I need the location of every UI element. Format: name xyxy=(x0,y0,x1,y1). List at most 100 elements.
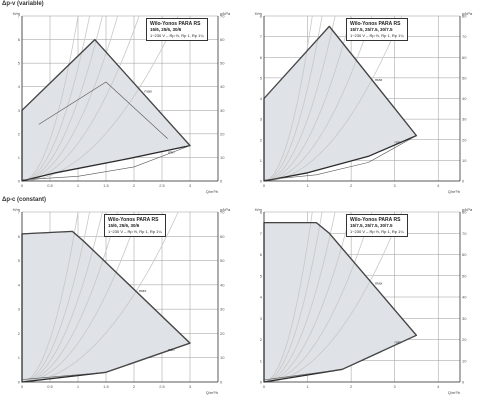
y2-tick-label: 50 xyxy=(220,61,225,66)
y-tick-label: 6 xyxy=(18,37,21,42)
y-tick-label: 5 xyxy=(260,273,263,278)
legend-note: 1~230 V – Rp ½, Rp 1, Rp 1¼ xyxy=(350,33,404,38)
y-tick-label: 6 xyxy=(260,252,263,257)
chart-legend-box: Wilo-Yonos PARA RS 15/6, 25/6, 30/6 1~23… xyxy=(104,214,166,237)
y2-tick-label: 40 xyxy=(462,295,467,300)
curve-label-max: max xyxy=(375,77,383,82)
speed-curve xyxy=(21,39,191,146)
x-tick-label: 0 xyxy=(263,183,266,188)
speed-curve xyxy=(264,222,417,336)
y2-tick-label: 60 xyxy=(462,252,467,257)
curve-label-min: min xyxy=(394,140,400,145)
legend-subtitle: 15/7.5, 25/7.5, 30/7.5 xyxy=(350,223,393,228)
x-tick-label: 2.5 xyxy=(159,384,165,389)
x-tick-label: 2 xyxy=(133,384,136,389)
x-axis-label: Q/m³/h xyxy=(448,189,460,194)
y-tick-label: 2 xyxy=(260,337,263,342)
x-tick-label: 4 xyxy=(437,384,440,389)
legend-subtitle: 15/6, 25/6, 30/6 xyxy=(108,223,140,228)
y-tick-label: 8 xyxy=(260,14,263,19)
y-tick-label: 7 xyxy=(18,14,21,19)
y2-tick-label: 0 xyxy=(220,380,223,385)
y2-tick-label: 30 xyxy=(220,307,225,312)
curve-label-min: min xyxy=(168,347,174,352)
curve-label-max: max xyxy=(139,288,147,293)
chart-panel-variable-6: max min 0 0.5 1 1.5 2 2.5 3 0 1 2 3 4 5 6 7 0 10 20 30 40 50 60… xyxy=(0,10,240,195)
x-tick-label: 1.5 xyxy=(103,183,109,188)
y2-axis-label: p/kPa xyxy=(220,11,231,16)
system-curve xyxy=(21,15,90,182)
y2-tick-label: 30 xyxy=(462,316,467,321)
curve-label-min: min xyxy=(168,150,174,155)
y-axis-label: H/m xyxy=(13,207,21,212)
y-tick-label: 5 xyxy=(260,75,263,80)
y-tick-label: 3 xyxy=(260,316,263,321)
x-tick-label: 0 xyxy=(21,183,24,188)
x-tick-label: 1 xyxy=(77,183,80,188)
system-curve xyxy=(21,15,103,182)
y-tick-label: 3 xyxy=(18,307,21,312)
y2-tick-label: 10 xyxy=(220,355,225,360)
y2-tick-label: 30 xyxy=(462,117,467,122)
x-tick-label: 3 xyxy=(189,384,192,389)
y2-axis-label: p/kPa xyxy=(220,207,231,212)
y-tick-label: 4 xyxy=(260,295,263,300)
chart-panel-constant-7-5: max min 0 1 2 3 4 0 1 2 3 4 5 6 7 8 0 10 20 30 40 50 60 70 80 H/m… xyxy=(242,206,482,396)
curve-label-max: max xyxy=(144,89,152,94)
y-axis-label: H/m xyxy=(255,207,263,212)
system-curve xyxy=(21,211,140,383)
y-tick-label: 0 xyxy=(18,380,21,385)
operating-area xyxy=(264,26,417,181)
legend-title: Wilo-Yonos PARA RS xyxy=(108,217,159,223)
system-curve xyxy=(21,15,79,182)
y2-tick-label: 40 xyxy=(462,96,467,101)
y-tick-label: 4 xyxy=(18,282,21,287)
legend-note: 1~230 V – Rp ½, Rp 1, Rp 1¼ xyxy=(108,229,162,234)
y-tick-label: 1 xyxy=(260,158,263,163)
system-curve xyxy=(263,15,373,182)
system-curve xyxy=(263,15,323,182)
y2-tick-label: 0 xyxy=(462,380,465,385)
system-curve xyxy=(263,15,313,182)
y-tick-label: 0 xyxy=(260,380,263,385)
system-curve xyxy=(21,15,118,182)
legend-title: Wilo-Yonos PARA RS xyxy=(350,217,401,223)
chart-legend-box: Wilo-Yonos PARA RS 15/7.5, 25/7.5, 30/7.… xyxy=(346,18,408,41)
system-curve xyxy=(263,15,336,182)
x-tick-label: 3 xyxy=(189,183,192,188)
speed-curve xyxy=(21,342,191,380)
system-curve xyxy=(21,211,118,383)
y2-tick-label: 50 xyxy=(462,273,467,278)
y-tick-label: 2 xyxy=(18,331,21,336)
system-curve xyxy=(263,211,373,383)
chart-legend-box: Wilo-Yonos PARA RS 15/7.5, 25/7.5, 30/7.… xyxy=(346,214,408,237)
y-axis-label: H/m xyxy=(13,11,21,16)
x-tick-label: 2 xyxy=(350,183,353,188)
x-tick-label: 3 xyxy=(394,384,397,389)
system-curve xyxy=(21,15,179,182)
y2-tick-label: 20 xyxy=(220,131,225,136)
y2-tick-label: 0 xyxy=(462,179,465,184)
y-tick-label: 3 xyxy=(260,117,263,122)
y-tick-label: 6 xyxy=(18,234,21,239)
system-curve xyxy=(21,211,103,383)
y2-tick-label: 10 xyxy=(220,155,225,160)
chart-legend-box: Wilo-Yonos PARA RS 15/6, 25/6, 30/6 1~23… xyxy=(146,18,208,41)
x-tick-label: 2 xyxy=(133,183,136,188)
x-tick-label: 1 xyxy=(306,183,309,188)
y-tick-label: 1 xyxy=(18,355,21,360)
x-tick-label: 2.5 xyxy=(159,183,165,188)
system-curve xyxy=(263,211,336,383)
system-curve xyxy=(21,211,90,383)
y-axis-label: H/m xyxy=(255,11,263,16)
y2-tick-label: 70 xyxy=(462,231,467,236)
y-tick-label: 1 xyxy=(260,358,263,363)
chart-panel-constant-6: max min 0 0.5 1 1.5 2 2.5 3 0 1 2 3 4 5 6 7 0 10 20 30 40 50 60… xyxy=(0,206,240,396)
y-tick-label: 8 xyxy=(260,210,263,215)
x-axis-label: Q/m³/h xyxy=(448,390,460,395)
y2-tick-label: 40 xyxy=(220,84,225,89)
